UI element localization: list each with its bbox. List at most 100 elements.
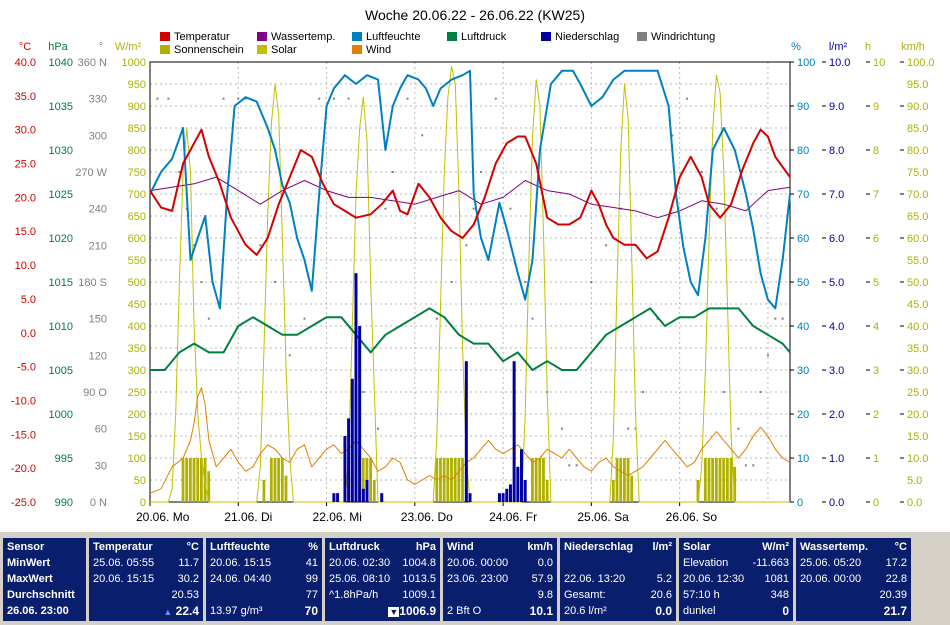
- wind-direction-dot: [641, 391, 644, 393]
- legend-label: Niederschlag: [555, 31, 619, 43]
- wind-direction-dot: [766, 354, 769, 357]
- y-tick-label: 0.0: [829, 497, 844, 509]
- sunshine-bar: [545, 480, 549, 502]
- y-tick-label: 5: [873, 277, 879, 289]
- y-tick-label: 100: [797, 57, 815, 69]
- solar-state: dunkel: [683, 605, 716, 617]
- wind-direction-dot: [421, 134, 424, 137]
- wind-direction-dot: [318, 97, 321, 100]
- solar-avg: 348: [770, 589, 789, 601]
- wind-direction-dot: [450, 281, 453, 283]
- rain-bar: [358, 326, 362, 502]
- x-tick-label: 22.06. Mi: [313, 510, 362, 524]
- legend-swatch: [352, 45, 362, 54]
- y-tick-label: 20.0: [907, 409, 928, 421]
- sunshine-bar: [262, 480, 266, 502]
- legend-label: Solar: [271, 44, 297, 56]
- sunshine-bar: [718, 458, 722, 502]
- y-tick-label: 30: [797, 365, 809, 377]
- sunshine-bar: [630, 475, 634, 502]
- legend-label: Windrichtung: [651, 31, 715, 43]
- rain-bar: [365, 480, 369, 502]
- temperature-max-value: 30.2: [177, 573, 199, 585]
- y-tick-label: 1040: [49, 57, 73, 69]
- sensor-header: Sensor: [7, 541, 45, 553]
- y-tick-label: 2: [873, 409, 879, 421]
- y-tick-label: 1000: [49, 409, 73, 421]
- rain-bar: [523, 480, 527, 502]
- y-tick-label: 2.0: [829, 409, 844, 421]
- temperature-max-time: 20.06. 15:15: [93, 573, 155, 585]
- sunshine-bar: [439, 458, 442, 502]
- y-tick-label: 5.0: [907, 475, 922, 487]
- y-tick-label: 9: [873, 101, 879, 113]
- axis-unit-label: hPa: [48, 41, 68, 53]
- wind-current: 10.1: [529, 604, 553, 618]
- wind-direction-dot: [377, 427, 380, 430]
- temperature-panel: Temperatur °C 25.06. 05:55 11.7 20.06. 15:…: [89, 538, 203, 621]
- avg-label: Durchschnitt: [7, 589, 75, 601]
- stats-table: Sensor MinWert MaxWert Durchschnitt 26.0…: [0, 534, 950, 625]
- y-tick-label: 10.0: [907, 453, 928, 465]
- sunshine-bar: [714, 458, 718, 502]
- humidity-panel: Luftfeuchte% 20.06. 15:15 41 24.06. 04:40…: [206, 538, 322, 621]
- x-tick-label: 20.06. Mo: [136, 510, 190, 524]
- sunshine-bar: [457, 458, 461, 502]
- x-tick-label: 25.06. Sa: [577, 510, 629, 524]
- wind-direction-dot: [288, 354, 291, 357]
- wind-direction-dot: [207, 317, 210, 320]
- series-line-temperatur: [149, 128, 791, 260]
- wind-direction-dot: [560, 427, 563, 430]
- y-tick-label: 65.0: [907, 211, 928, 223]
- axis-unit-label: °C: [19, 41, 31, 53]
- y-tick-label: 1000: [122, 57, 146, 69]
- x-tick-label: 21.06. Di: [224, 510, 272, 524]
- wind-direction-dot: [156, 97, 159, 100]
- y-tick-label: 50.0: [907, 277, 928, 289]
- wind-direction-dot: [524, 281, 527, 283]
- rain-bar: [519, 449, 523, 502]
- y-tick-label: 10.0: [829, 57, 850, 69]
- y-tick-label: 8.0: [829, 145, 844, 157]
- pressure-max-value: 1013.5: [402, 573, 436, 585]
- sunshine-bar: [622, 458, 626, 502]
- y-tick-label: 90: [797, 101, 809, 113]
- y-tick-label: 300: [89, 130, 107, 142]
- axis-unit-label: °: [99, 41, 103, 53]
- y-tick-label: 0: [797, 497, 803, 509]
- sunshine-bar: [711, 458, 715, 502]
- y-tick-label: 5.0: [21, 294, 36, 306]
- sunshine-bar: [207, 471, 211, 502]
- wind-direction-dot: [167, 97, 170, 100]
- pressure-min-time: 20.06. 02:30: [329, 557, 391, 569]
- y-tick-label: 90 O: [83, 387, 107, 399]
- legend-swatch: [637, 32, 647, 41]
- solar-panel: Solar W/m² Elevation -11.663 20.06. 12:30 1…: [679, 538, 793, 621]
- wind-unit: km/h: [527, 541, 553, 553]
- water-min-value: 17.2: [885, 557, 907, 569]
- sunshine-bar: [615, 458, 619, 502]
- wind-direction-dot: [362, 391, 365, 393]
- wind-direction-dot: [759, 391, 762, 393]
- y-tick-label: 35.0: [15, 91, 36, 103]
- legend-label: Luftdruck: [461, 31, 507, 43]
- humidity-avg: 77: [305, 589, 318, 601]
- y-tick-label: 1015: [49, 277, 73, 289]
- wind-direction-dot: [509, 207, 512, 210]
- humidity-min-value: 41: [305, 557, 318, 569]
- y-tick-label: 400: [128, 321, 146, 333]
- sensor-panel: Sensor MinWert MaxWert Durchschnitt 26.0…: [3, 538, 86, 621]
- rain-bar: [336, 493, 340, 502]
- rain-bar: [497, 493, 501, 502]
- y-tick-label: 30.0: [907, 365, 928, 377]
- sunshine-bar: [273, 458, 277, 502]
- chart-title: Woche 20.06.22 - 26.06.22 (KW25): [365, 7, 585, 23]
- sunshine-bar: [703, 458, 707, 502]
- sunshine-bar: [277, 458, 281, 502]
- solar-duration: 57:10 h: [683, 589, 720, 601]
- y-tick-label: 650: [128, 211, 146, 223]
- wind-direction-dot: [244, 97, 247, 100]
- sunshine-bar: [185, 458, 189, 502]
- solar-elevation: -11.663: [752, 557, 790, 569]
- water-current: 21.7: [883, 604, 907, 618]
